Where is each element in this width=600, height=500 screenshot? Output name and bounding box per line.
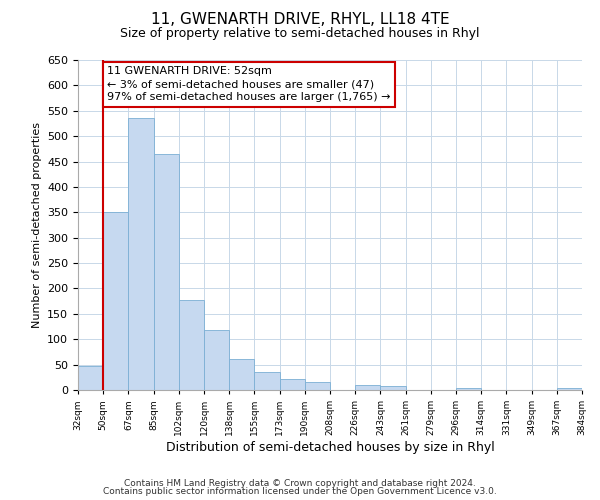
Bar	[128, 118, 154, 390]
X-axis label: Distribution of semi-detached houses by size in Rhyl: Distribution of semi-detached houses by …	[166, 441, 494, 454]
Bar	[154, 154, 179, 390]
Bar	[380, 386, 406, 390]
Text: Contains public sector information licensed under the Open Government Licence v3: Contains public sector information licen…	[103, 487, 497, 496]
Y-axis label: Number of semi-detached properties: Number of semi-detached properties	[32, 122, 41, 328]
Bar	[179, 300, 204, 390]
Bar	[204, 330, 229, 390]
Text: 11, GWENARTH DRIVE, RHYL, LL18 4TE: 11, GWENARTH DRIVE, RHYL, LL18 4TE	[151, 12, 449, 28]
Bar	[355, 385, 380, 390]
Bar	[557, 388, 582, 390]
Bar	[280, 379, 305, 390]
Bar	[78, 366, 103, 390]
Bar	[305, 382, 330, 390]
Bar	[254, 372, 280, 390]
Text: Contains HM Land Registry data © Crown copyright and database right 2024.: Contains HM Land Registry data © Crown c…	[124, 478, 476, 488]
Bar	[229, 358, 254, 390]
Bar	[456, 388, 481, 390]
Text: 11 GWENARTH DRIVE: 52sqm
← 3% of semi-detached houses are smaller (47)
97% of se: 11 GWENARTH DRIVE: 52sqm ← 3% of semi-de…	[107, 66, 391, 102]
Bar	[103, 212, 128, 390]
Text: Size of property relative to semi-detached houses in Rhyl: Size of property relative to semi-detach…	[120, 28, 480, 40]
